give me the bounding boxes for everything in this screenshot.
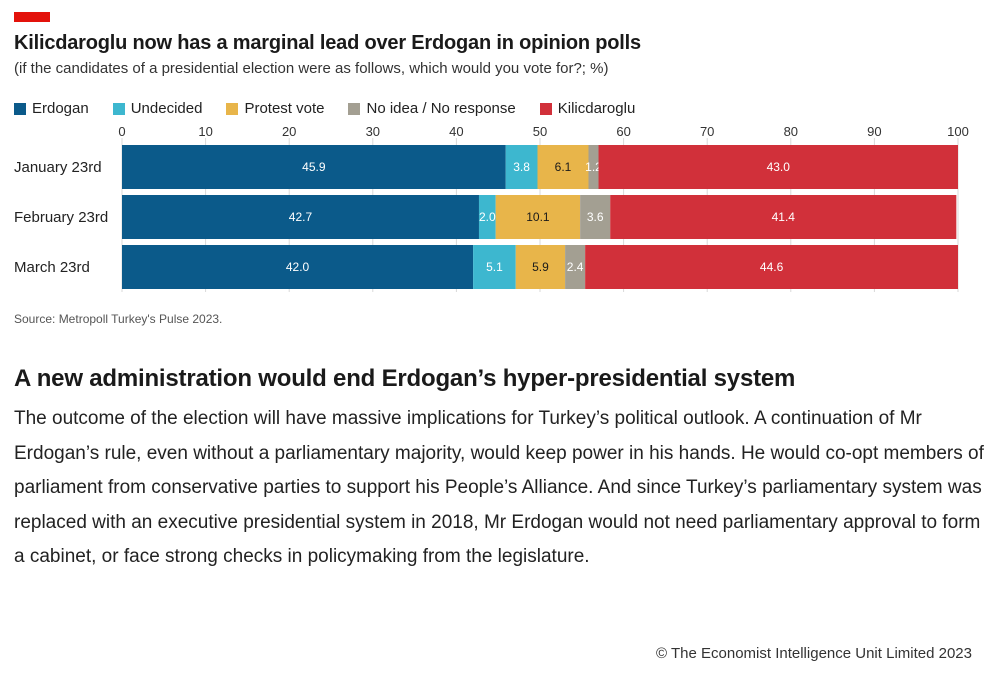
legend-swatch (539, 102, 552, 115)
legend-swatch (226, 102, 239, 115)
data-label: 41.4 (772, 210, 796, 224)
bar-segment (122, 195, 479, 239)
legend-label: Undecided (130, 100, 203, 117)
bar-segment (537, 145, 589, 189)
x-tick-label: 50 (533, 124, 547, 139)
data-label: 42.0 (286, 260, 310, 274)
bar-segment (565, 245, 586, 289)
bar-segment (478, 195, 496, 239)
legend-item-undecided: Undecided (112, 100, 203, 117)
bar-segment (495, 195, 581, 239)
legend-swatch (348, 102, 361, 115)
legend-item-no-idea: No idea / No response (348, 100, 516, 117)
x-tick-label: 40 (449, 124, 463, 139)
data-label: 6.1 (555, 160, 572, 174)
legend-item-protest-vote: Protest vote (226, 100, 324, 117)
category-label: January 23rd (14, 159, 102, 176)
copyright-notice: © The Economist Intelligence Unit Limite… (656, 645, 972, 662)
x-tick-label: 60 (616, 124, 630, 139)
legend-item-kilicdaroglu: Kilicdaroglu (539, 100, 636, 117)
x-tick-label: 90 (867, 124, 881, 139)
data-label: 2.4 (567, 260, 584, 274)
legend-label: Erdogan (32, 100, 89, 117)
x-tick-label: 10 (198, 124, 212, 139)
data-label: 45.9 (302, 160, 326, 174)
legend-label: Kilicdaroglu (557, 100, 636, 117)
chart-legend: Erdogan Undecided Protest vote No idea /… (14, 100, 635, 117)
legend-swatch (14, 102, 26, 115)
data-label: 44.6 (760, 260, 784, 274)
x-tick-label: 100 (947, 124, 969, 139)
chart-subtitle: (if the candidates of a presidential ele… (14, 60, 609, 77)
bar-segment (588, 145, 599, 189)
data-label: 10.1 (526, 210, 550, 224)
data-label: 5.9 (532, 260, 549, 274)
legend-item-erdogan: Erdogan (14, 100, 89, 117)
legend-label: No idea / No response (366, 100, 516, 117)
legend-swatch (112, 102, 125, 115)
bar-segment (122, 145, 506, 189)
bar-segment (473, 245, 516, 289)
data-label: 43.0 (767, 160, 791, 174)
bar-segment (598, 145, 958, 189)
category-label: March 23rd (14, 259, 90, 276)
data-label: 3.6 (587, 210, 604, 224)
data-label: 42.7 (289, 210, 313, 224)
data-label: 5.1 (486, 260, 503, 274)
x-tick-label: 70 (700, 124, 714, 139)
x-tick-label: 80 (784, 124, 798, 139)
bar-segment (122, 245, 474, 289)
article-body: The outcome of the election will have ma… (14, 408, 984, 567)
legend-label: Protest vote (244, 100, 325, 117)
x-tick-label: 20 (282, 124, 296, 139)
chart-title: Kilicdaroglu now has a marginal lead ove… (14, 32, 641, 54)
bar-segment (505, 145, 538, 189)
x-tick-label: 30 (366, 124, 380, 139)
chart-source: Source: Metropoll Turkey's Pulse 2023. (14, 312, 223, 326)
x-tick-label: 0 (118, 124, 125, 139)
bar-segment (515, 245, 566, 289)
data-label: 1.2 (585, 160, 602, 174)
bar-segment (610, 195, 957, 239)
data-label: 3.8 (513, 160, 530, 174)
section-heading: A new administration would end Erdogan’s… (14, 365, 796, 392)
stacked-bar-chart: 0 10 20 30 40 50 60 70 80 90 100 January 23rd 45.9 3.… (14, 124, 969, 292)
data-label: 2.0 (479, 210, 496, 224)
bar-segment (580, 195, 611, 239)
brand-tag (14, 12, 50, 22)
bar-segment (585, 245, 958, 289)
category-label: February 23rd (14, 209, 108, 226)
